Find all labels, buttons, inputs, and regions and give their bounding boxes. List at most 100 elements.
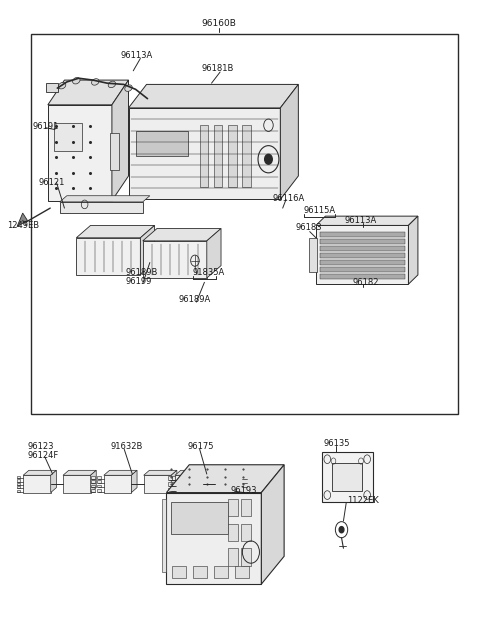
Bar [172,565,186,578]
Bar [228,125,237,187]
Bar [241,524,251,541]
Text: 96113A: 96113A [344,216,377,225]
Bar [16,483,20,485]
Polygon shape [91,470,96,492]
Text: 96123: 96123 [27,442,54,451]
Polygon shape [51,470,56,492]
Bar [92,480,96,483]
Polygon shape [104,470,137,475]
Polygon shape [242,470,248,492]
Bar [172,488,176,492]
Polygon shape [112,80,129,201]
Bar [167,492,261,584]
Circle shape [339,527,344,533]
Text: 96115A: 96115A [303,206,336,215]
Bar [129,108,280,200]
Polygon shape [132,470,137,492]
Bar [215,475,242,492]
Bar [109,133,119,170]
Polygon shape [129,84,299,108]
Polygon shape [207,228,221,278]
Bar [172,476,176,480]
Bar [143,241,207,278]
Bar [322,452,373,502]
Bar [97,476,101,479]
Polygon shape [280,84,299,200]
Bar [193,565,207,578]
Text: 1249EB: 1249EB [8,221,40,230]
Polygon shape [48,80,129,105]
Bar [214,565,228,578]
Text: 96121: 96121 [38,178,65,187]
Ellipse shape [59,82,66,89]
Polygon shape [316,216,418,225]
Bar [16,476,20,478]
Bar [320,267,405,272]
Ellipse shape [92,79,99,85]
Bar [168,488,172,492]
Bar [97,489,101,492]
Bar [228,524,238,541]
Bar [242,125,251,187]
Circle shape [264,154,272,164]
Bar [144,475,171,492]
Bar [136,132,188,156]
Polygon shape [215,470,248,475]
Bar [104,475,132,492]
Text: 96189B: 96189B [125,268,157,277]
Bar [47,83,58,92]
Text: 96116A: 96116A [272,193,304,203]
Text: 91835A: 91835A [192,268,225,277]
Text: 91632B: 91632B [111,442,144,451]
Bar [168,482,172,485]
Polygon shape [17,213,27,227]
Bar [309,238,317,272]
Polygon shape [60,196,150,202]
Bar [228,499,238,516]
Text: 96193: 96193 [230,485,257,495]
Bar [241,499,251,516]
Bar [48,105,112,201]
Polygon shape [76,225,155,238]
Ellipse shape [125,85,132,91]
Polygon shape [23,470,56,475]
Polygon shape [144,470,177,475]
Bar [320,246,405,251]
Polygon shape [63,470,96,475]
Text: 96113A: 96113A [120,51,153,61]
Bar [320,275,405,279]
Bar [243,480,247,483]
Text: 96189A: 96189A [179,295,211,304]
Bar [228,548,238,565]
Bar [241,548,251,565]
Bar [16,486,20,489]
Bar [92,485,96,487]
Ellipse shape [108,81,116,87]
Polygon shape [171,470,177,492]
Bar [175,475,203,492]
Bar [92,489,96,492]
Text: 96135: 96135 [323,439,349,447]
Ellipse shape [72,77,80,84]
Bar [92,476,96,479]
Text: 96124F: 96124F [27,451,59,460]
Bar [200,125,208,187]
Bar [320,253,405,258]
Polygon shape [167,465,284,492]
Bar [63,475,91,492]
Bar [60,202,143,213]
Text: 96191: 96191 [32,122,59,131]
Bar [214,125,222,187]
Text: 96181B: 96181B [201,64,233,74]
Text: 1122EK: 1122EK [347,495,379,505]
Polygon shape [203,470,208,492]
Bar [16,479,20,482]
Bar [168,476,172,480]
Bar [320,232,405,237]
Bar [23,475,51,492]
Text: 96199: 96199 [125,276,152,286]
Text: 96160B: 96160B [201,19,236,28]
Bar [97,485,101,487]
Polygon shape [143,228,221,241]
Text: 96183: 96183 [296,223,323,232]
